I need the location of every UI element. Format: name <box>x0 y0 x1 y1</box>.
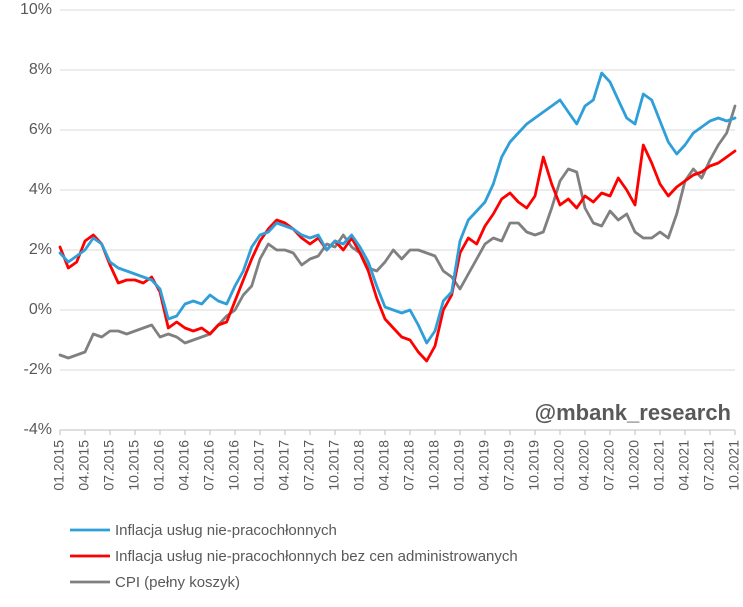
x-tick-label: 04.2020 <box>576 440 592 491</box>
x-tick-label: 01.2017 <box>251 440 267 491</box>
y-tick-label: 2% <box>29 241 52 258</box>
y-tick-label: 10% <box>20 1 52 18</box>
x-tick-label: 07.2018 <box>401 440 417 491</box>
x-tick-label: 10.2019 <box>526 440 542 491</box>
x-tick-label: 01.2018 <box>351 440 367 491</box>
x-tick-label: 04.2019 <box>476 440 492 491</box>
x-tick-label: 07.2021 <box>701 440 717 491</box>
x-tick-label: 01.2020 <box>551 440 567 491</box>
y-tick-label: 4% <box>29 181 52 198</box>
x-tick-label: 04.2017 <box>276 440 292 491</box>
x-tick-label: 04.2015 <box>76 440 92 491</box>
x-tick-label: 10.2018 <box>426 440 442 491</box>
x-tick-label: 01.2016 <box>151 440 167 491</box>
x-tick-label: 07.2017 <box>301 440 317 491</box>
x-tick-label: 10.2017 <box>326 440 342 491</box>
x-tick-label: 01.2015 <box>51 440 67 491</box>
y-tick-label: -2% <box>24 361 52 378</box>
y-tick-label: 6% <box>29 121 52 138</box>
legend-label-s2: Inflacja usług nie-pracochłonnych bez ce… <box>115 548 518 565</box>
x-tick-label: 04.2021 <box>676 440 692 491</box>
y-tick-label: -4% <box>24 421 52 438</box>
legend-label-s1: Inflacja usług nie-pracochłonnych <box>115 522 337 539</box>
x-tick-label: 04.2016 <box>176 440 192 491</box>
watermark-text: @mbank_research <box>535 400 731 425</box>
chart-svg: -4% -2% 0% 2% 4% 6% 8% 10% 01.2015 04.2015 07.2015… <box>0 0 743 607</box>
x-tick-label: 07.2019 <box>501 440 517 491</box>
x-tick-label: 10.2015 <box>126 440 142 491</box>
y-tick-label: 0% <box>29 301 52 318</box>
x-tick-label: 04.2018 <box>376 440 392 491</box>
series-line-s3 <box>60 106 735 358</box>
x-tick-label: 10.2016 <box>226 440 242 491</box>
x-tick-label: 10.2020 <box>626 440 642 491</box>
x-tick-label: 10.2021 <box>726 440 742 491</box>
inflation-line-chart: -4% -2% 0% 2% 4% 6% 8% 10% 01.2015 04.2015 07.2015… <box>0 0 743 607</box>
y-tick-label: 8% <box>29 61 52 78</box>
x-tick-label: 07.2016 <box>201 440 217 491</box>
legend-label-s3: CPI (pełny koszyk) <box>115 574 240 591</box>
x-tick-label: 01.2021 <box>651 440 667 491</box>
x-tick-label: 07.2015 <box>101 440 117 491</box>
x-tick-label: 01.2019 <box>451 440 467 491</box>
x-tick-label: 07.2020 <box>601 440 617 491</box>
